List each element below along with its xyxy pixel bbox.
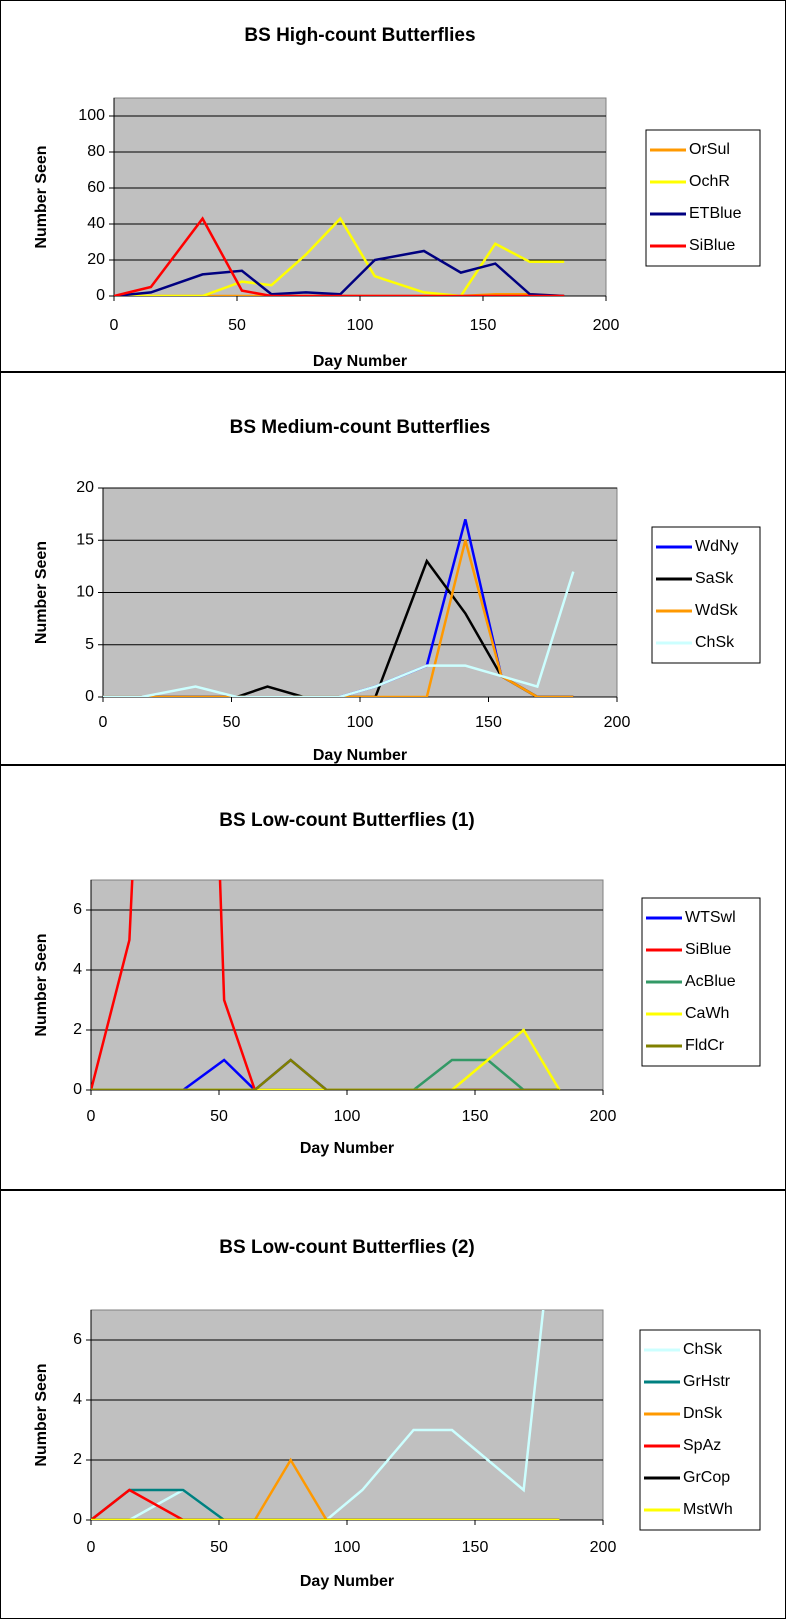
plot-area [113,97,607,297]
y-tick-label: 100 [78,107,105,124]
y-axis-title: Number Seen [33,541,50,644]
series-line [114,292,565,296]
y-tick-label: 0 [73,1511,82,1528]
legend-text: GrHstr [683,1373,731,1390]
x-tick-label: 50 [210,1108,228,1125]
series-line [114,249,565,296]
plot-area [90,879,604,1091]
legend-box [651,526,761,664]
x-tick-label: 200 [604,714,631,731]
x-axis-title: Day Number [313,353,407,370]
y-tick-label: 2 [73,1021,82,1038]
x-tick-label: 0 [87,1539,96,1556]
y-tick-label: 2 [73,1451,82,1468]
y-tick-label: 60 [87,179,105,196]
chart-title: BS High-count Butterflies [244,25,475,46]
y-tick-label: 20 [87,251,105,268]
legend-text: MstWh [683,1501,733,1518]
x-tick-label: 100 [347,317,374,334]
y-tick-label: 6 [73,1331,82,1348]
legend-text: CaWh [685,1005,729,1022]
legend-text: AcBlue [685,973,736,990]
legend-text: DnSk [683,1405,723,1422]
x-tick-label: 150 [470,317,497,334]
y-tick-label: 4 [73,1391,82,1408]
y-tick-label: 80 [87,143,105,160]
legend-box [639,1329,761,1531]
legend-text: SiBlue [685,941,731,958]
legend-text: FldCr [685,1037,725,1054]
series-line [114,216,565,296]
y-tick-label: 6 [73,901,82,918]
legend-text: WdNy [695,538,739,555]
y-axis-title: Number Seen [33,145,50,248]
y-axis-title: Number Seen [33,1363,50,1466]
y-tick-label: 0 [85,688,94,705]
legend-text: SaSk [695,570,734,587]
y-axis-title: Number Seen [33,933,50,1036]
y-tick-label: 5 [85,636,94,653]
legend-text: OchR [689,173,730,190]
y-tick-label: 4 [73,961,82,978]
x-tick-label: 100 [334,1108,361,1125]
series-line [114,216,565,296]
x-tick-label: 200 [593,317,620,334]
series-line [91,1488,560,1520]
plot-area [90,1309,604,1521]
legend-text: ChSk [695,634,735,651]
legend-text: WdSk [695,602,739,619]
x-tick-label: 50 [228,317,246,334]
y-tick-label: 10 [76,584,94,601]
x-axis-title: Day Number [313,747,407,764]
y-tick-label: 20 [76,479,94,496]
legend-text: ETBlue [689,205,742,222]
x-tick-label: 150 [462,1539,489,1556]
legend-text: WTSwl [685,909,736,926]
chart-title: BS Medium-count Butterflies [230,417,491,438]
x-tick-label: 50 [223,714,241,731]
legend-text: GrCop [683,1469,730,1486]
y-tick-label: 0 [73,1081,82,1098]
chart-title: BS Low-count Butterflies (1) [219,810,474,831]
x-tick-label: 150 [475,714,502,731]
x-tick-label: 200 [590,1108,617,1125]
y-tick-label: 0 [96,287,105,304]
series-line [91,1028,561,1090]
x-tick-label: 0 [87,1108,96,1125]
series-line [103,571,575,697]
legend-box [645,129,761,267]
x-tick-label: 100 [347,714,374,731]
legend-text: SiBlue [689,237,735,254]
x-tick-label: 150 [462,1108,489,1125]
legend-text: OrSul [689,141,730,158]
x-tick-label: 0 [99,714,108,731]
legend-text: ChSk [683,1341,723,1358]
x-axis-title: Day Number [300,1140,394,1157]
x-tick-label: 100 [334,1539,361,1556]
x-tick-label: 50 [210,1539,228,1556]
x-tick-label: 0 [110,317,119,334]
chart-title: BS Low-count Butterflies (2) [219,1237,474,1258]
legend-text: SpAz [683,1437,721,1454]
y-tick-label: 15 [76,531,94,548]
y-tick-label: 40 [87,215,105,232]
x-axis-title: Day Number [300,1573,394,1590]
x-tick-label: 200 [590,1539,617,1556]
